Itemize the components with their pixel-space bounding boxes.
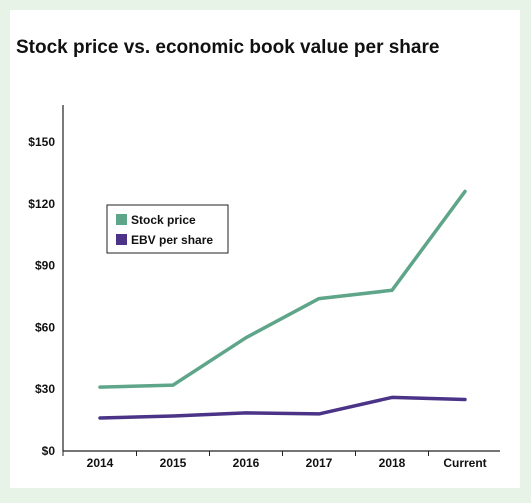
y-tick-label: $30 [35,382,55,396]
x-tick-label: 2016 [233,456,260,470]
y-tick-label: $150 [28,135,55,149]
legend: Stock price EBV per share [106,204,229,254]
axes [62,105,500,452]
legend-label-ebv: EBV per share [131,233,213,247]
y-tick-label: $90 [35,259,55,273]
legend-swatch-stock [116,214,127,225]
x-tick-group: 2014 2015 2016 2017 2018 Current [62,451,487,470]
legend-box [106,204,229,254]
y-tick-group: $0 $30 $60 $90 $120 $150 [28,135,55,458]
y-tick-label: $120 [28,197,55,211]
y-tick-label: $0 [42,444,56,458]
legend-label-stock: Stock price [131,213,196,227]
x-tick-label: 2017 [306,456,333,470]
x-tick-label: Current [443,456,486,470]
x-tick-label: 2014 [87,456,114,470]
x-tick-label: 2015 [160,456,187,470]
chart-card [10,10,520,488]
y-tick-label: $60 [35,320,55,334]
legend-swatch-ebv [116,234,127,245]
series-group [98,189,467,420]
series-line-ebv-per-share [98,395,467,420]
chart-title: Stock price vs. economic book value per … [16,37,440,58]
x-tick-label: 2018 [379,456,406,470]
series-line-stock-price [98,189,467,389]
